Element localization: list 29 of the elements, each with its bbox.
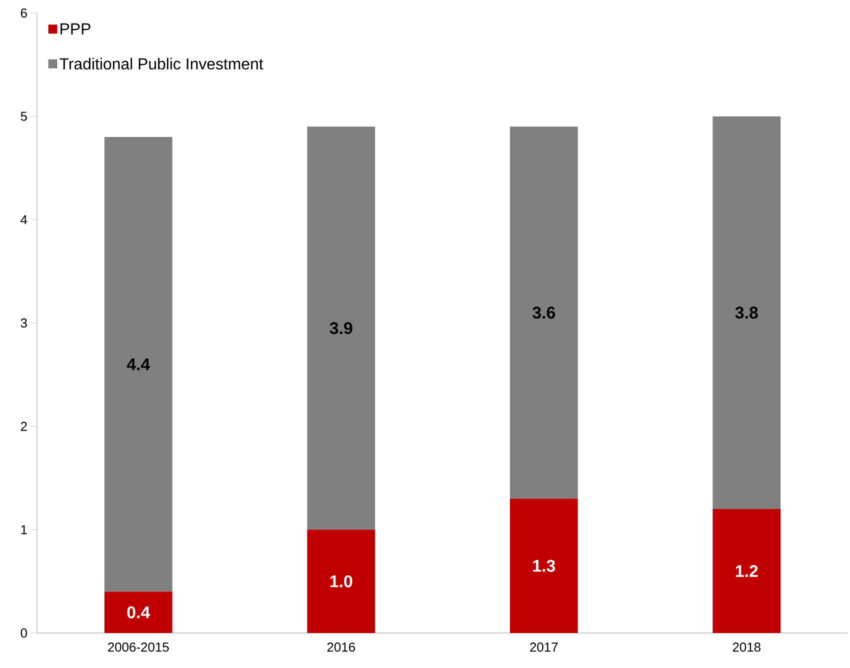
bar	[307, 530, 376, 633]
y-tick-label: 2	[20, 422, 27, 431]
data-label: 3.6	[532, 306, 556, 319]
bar	[104, 136, 172, 592]
x-tick-label: 2018	[732, 642, 760, 652]
x-tick-label: 2006-2015	[108, 642, 169, 652]
y-tick-label: 5	[20, 112, 27, 121]
y-tick-label: 6	[20, 8, 27, 18]
y-tick-label: 3	[20, 318, 27, 328]
legend-label: PPP	[60, 23, 90, 34]
bar	[510, 126, 578, 499]
y-tick-label: 1	[21, 525, 27, 534]
data-label: 1.3	[533, 560, 556, 572]
bar	[510, 498, 578, 633]
data-label: 4.4	[126, 358, 150, 370]
y-tick-label: 4	[20, 215, 28, 224]
y-tick-label: 0	[20, 628, 27, 638]
data-label: 3.9	[330, 322, 352, 334]
x-tick-label: 2016	[327, 642, 355, 652]
legend-label: Traditional Public Investment	[60, 58, 264, 70]
bar	[712, 116, 781, 509]
data-label: 1.2	[736, 565, 758, 577]
x-tick-label: 2017	[530, 642, 558, 652]
bar	[307, 126, 376, 530]
bar	[712, 509, 781, 633]
data-label: 1.0	[330, 575, 352, 588]
data-label: 3.8	[735, 306, 758, 319]
bar	[104, 592, 172, 633]
data-label: 0.4	[127, 606, 150, 618]
